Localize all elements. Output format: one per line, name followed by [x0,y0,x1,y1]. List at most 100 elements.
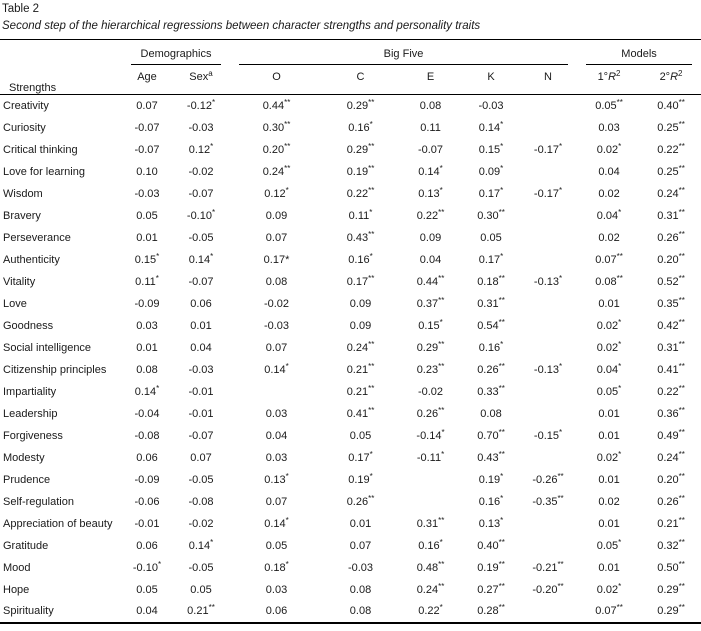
column-header-o: O [230,64,324,95]
strength-name: Gratitude [3,539,49,552]
coefficient-cell: 0.15* [418,317,443,332]
coefficient-cell: 0.40** [477,537,505,552]
coefficient-cell: 0.24** [262,163,291,178]
coefficient-cell: 0.12* [264,185,289,200]
coefficient-cell: 0.19* [348,471,373,486]
coefficient-cell: -0.03 [188,363,214,376]
coefficient-cell: 0.54** [477,317,505,332]
coefficient-cell: -0.10* [186,207,216,222]
coefficient-cell [519,381,577,403]
coefficient-cell: -0.07 [188,187,214,200]
strength-name: Love [3,297,27,310]
table-row: Critical thinking -0.07 0.12* 0.20** 0.29** -… [0,139,701,161]
coefficient-cell: -0.07 [417,143,444,156]
coefficient-cell: 0.01 [598,473,620,486]
coefficient-cell: 0.14* [478,119,504,134]
coefficient-cell: 0.16* [348,119,373,134]
column-header-row: Age Sexa O C E K N 1°R2 2°R2 [0,64,701,95]
table-row: Wisdom -0.03 -0.07 0.12* 0.22** 0.13* 0.17* -0.… [0,183,701,205]
coefficient-cell: 0.04 [190,341,212,354]
coefficient-cell: 0.18* [264,559,289,574]
coefficient-cell: -0.08 [134,429,160,442]
strength-name: Forgiveness [3,429,63,442]
table-row: Forgiveness -0.08 -0.07 0.04 0.05 -0.14* 0.70*… [0,425,701,447]
coefficient-cell: 0.02 [598,231,620,244]
group-header-row: Strengths Demographics Big Five Models [0,39,701,95]
coefficient-cell: -0.02 [417,385,444,398]
coefficient-cell [519,315,577,337]
coefficient-cell: -0.17* [533,141,563,156]
coefficient-cell: 0.15* [134,251,160,266]
coefficient-cell: 0.02* [596,317,622,332]
coefficient-cell: 0.17* [478,185,504,200]
coefficient-cell: 0.08** [595,273,623,288]
coefficient-cell: -0.05 [188,561,214,574]
coefficient-cell: 0.01 [598,429,620,442]
coefficient-cell: 0.09 [265,209,288,222]
coefficient-cell: 0.19* [478,471,504,486]
coefficient-cell: 0.26** [657,229,685,244]
coefficient-cell: 0.03 [598,121,620,134]
coefficient-cell: -0.03 [263,319,290,332]
coefficient-cell: 0.17* [478,251,504,266]
table-row: Self-regulation -0.06 -0.08 0.07 0.26** 0.16*… [0,491,701,513]
coefficient-cell: -0.03 [134,187,160,200]
regression-table: Strengths Demographics Big Five Models A… [0,39,701,624]
coefficient-cell: 0.31** [657,339,685,354]
column-header-c: C [323,64,399,95]
coefficient-cell: 0.07 [265,231,288,244]
coefficient-cell: -0.07 [134,143,160,156]
column-header-r2-second: 2°R2 [641,64,701,95]
coefficient-cell: 0.22** [416,207,445,222]
coefficient-cell: -0.20** [532,581,564,596]
coefficient-cell: -0.05 [188,473,214,486]
group-header-models: Models [577,39,701,65]
coefficient-cell: 0.19** [477,559,505,574]
coefficient-cell [519,117,577,139]
strength-name: Bravery [3,209,41,222]
coefficient-cell: 0.03 [136,319,158,332]
coefficient-cell: 0.08 [480,407,502,420]
coefficient-cell: 0.29** [657,581,685,596]
coefficient-cell: 0.21** [346,361,375,376]
coefficient-cell: -0.09 [134,297,160,310]
table-row: Social intelligence 0.01 0.04 0.07 0.24** 0.2… [0,337,701,359]
coefficient-cell: 0.31** [477,295,505,310]
coefficient-cell: -0.01 [188,385,214,398]
table-row: Love for learning 0.10 -0.02 0.24** 0.19** 0.… [0,161,701,183]
coefficient-cell: -0.08 [188,495,214,508]
table-row: Goodness 0.03 0.01 -0.03 0.09 0.15* 0.54** 0.02… [0,315,701,337]
coefficient-cell: 0.05* [596,537,622,552]
coefficient-cell: 0.16* [418,537,443,552]
coefficient-cell: 0.23** [416,361,445,376]
coefficient-cell: 0.09 [349,297,372,310]
coefficient-cell: -0.03 [478,99,504,112]
table-row: Mood -0.10* -0.05 0.18* -0.03 0.48** 0.19** -0.… [0,557,701,579]
coefficient-cell: 0.22** [657,141,685,156]
coefficient-cell [398,469,463,491]
coefficient-cell: 0.08 [349,605,372,617]
coefficient-cell: 0.21** [657,515,685,530]
strength-name: Perseverance [3,231,71,244]
coefficient-cell: 0.06 [190,297,212,310]
coefficient-cell: 0.05* [596,383,622,398]
coefficient-cell: 0.11* [348,207,373,222]
coefficient-cell [519,535,577,557]
coefficient-cell: 0.20** [657,251,685,266]
coefficient-cell: 0.05** [595,97,623,112]
coefficient-cell: 0.14* [264,515,289,530]
coefficient-cell: 0.06 [136,539,158,552]
coefficient-cell: -0.02 [188,517,214,530]
table-row: Modesty 0.06 0.07 0.03 0.17* -0.11* 0.43** 0.02… [0,447,701,469]
coefficient-cell: 0.30** [262,119,291,134]
coefficient-cell: 0.70** [477,427,505,442]
coefficient-cell: 0.21** [346,383,375,398]
table-row: Authenticity 0.15* 0.14* 0.17* 0.16* 0.04 0.17… [0,249,701,271]
coefficient-cell: -0.10* [132,559,162,574]
strength-name: Curiosity [3,121,46,134]
strength-name: Modesty [3,451,45,464]
coefficient-cell: -0.26** [532,471,564,486]
coefficient-cell: 0.05 [190,583,212,596]
coefficient-cell: 0.05 [265,539,288,552]
coefficient-cell [519,95,577,117]
